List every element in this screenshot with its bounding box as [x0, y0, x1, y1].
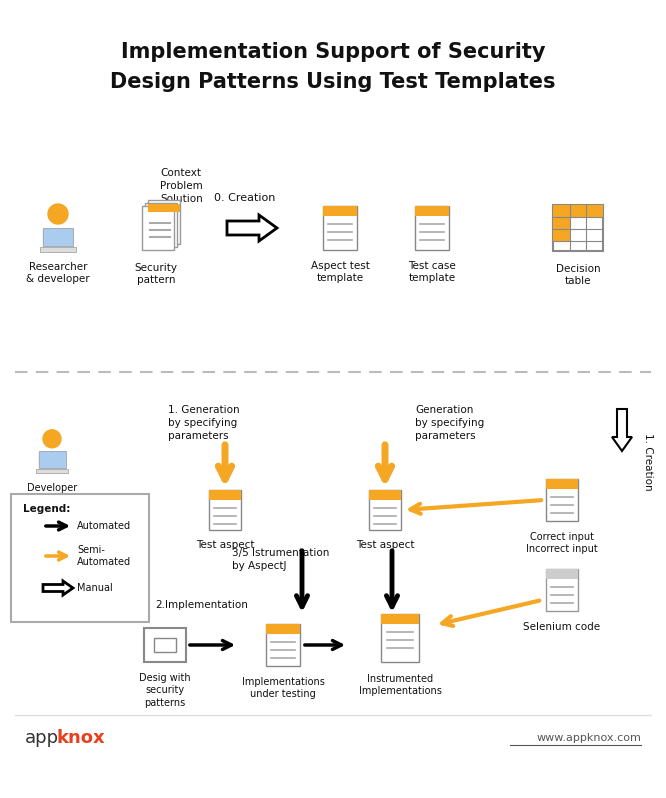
Text: Legend:: Legend:: [23, 504, 71, 514]
Bar: [553, 217, 569, 229]
FancyBboxPatch shape: [546, 569, 578, 611]
FancyBboxPatch shape: [148, 200, 180, 244]
Text: Automated: Automated: [77, 521, 131, 531]
Bar: [266, 624, 300, 634]
Text: 1. Generation
by specifying
parameters: 1. Generation by specifying parameters: [168, 405, 240, 441]
Text: 3/5 Istrumentation
by AspectJ: 3/5 Istrumentation by AspectJ: [232, 548, 330, 571]
Polygon shape: [43, 581, 73, 595]
FancyBboxPatch shape: [142, 206, 174, 250]
Text: Test aspect: Test aspect: [356, 540, 414, 550]
Bar: [553, 229, 569, 241]
Polygon shape: [612, 409, 632, 451]
Text: Instrumented
Implementations: Instrumented Implementations: [358, 674, 442, 697]
FancyBboxPatch shape: [145, 203, 177, 247]
Text: 1. Creation: 1. Creation: [643, 433, 653, 491]
FancyBboxPatch shape: [553, 205, 603, 251]
Circle shape: [43, 430, 61, 448]
Text: Generation
by specifying
parameters: Generation by specifying parameters: [415, 405, 484, 441]
Text: Implementations
under testing: Implementations under testing: [242, 677, 324, 699]
Bar: [37, 452, 67, 471]
Text: Researcher
& developer: Researcher & developer: [26, 262, 90, 283]
Text: Test case
template: Test case template: [408, 261, 456, 282]
FancyBboxPatch shape: [144, 628, 186, 662]
FancyBboxPatch shape: [546, 479, 578, 521]
Bar: [553, 205, 603, 217]
Text: Desig with
security
patterns: Desig with security patterns: [139, 673, 191, 708]
Bar: [40, 247, 76, 252]
Bar: [209, 490, 241, 500]
Circle shape: [48, 204, 68, 224]
Bar: [39, 452, 65, 468]
Bar: [415, 206, 449, 216]
FancyBboxPatch shape: [209, 490, 241, 530]
FancyBboxPatch shape: [415, 206, 449, 250]
Bar: [323, 206, 357, 216]
FancyBboxPatch shape: [266, 624, 300, 666]
Bar: [369, 490, 401, 500]
Text: Implementation Support of Security: Implementation Support of Security: [121, 42, 545, 62]
Bar: [546, 479, 578, 489]
FancyBboxPatch shape: [323, 206, 357, 250]
Bar: [42, 228, 74, 250]
Bar: [148, 204, 180, 212]
Text: Developer
with support
of TESEM: Developer with support of TESEM: [21, 483, 83, 518]
Text: Semi-
Automated: Semi- Automated: [77, 545, 131, 567]
Text: www.appknox.com: www.appknox.com: [536, 733, 641, 743]
Text: app: app: [25, 729, 59, 747]
Bar: [43, 228, 73, 246]
Text: Decision
table: Decision table: [555, 264, 600, 286]
Text: Security
pattern: Security pattern: [135, 263, 178, 285]
FancyBboxPatch shape: [11, 494, 149, 622]
Text: Selenium code: Selenium code: [523, 622, 601, 632]
Bar: [381, 614, 419, 624]
Polygon shape: [227, 215, 277, 241]
Text: Aspect test
template: Aspect test template: [310, 261, 370, 282]
Text: Correct input
Incorrect input: Correct input Incorrect input: [526, 532, 598, 555]
Bar: [36, 468, 68, 473]
FancyBboxPatch shape: [381, 614, 419, 662]
FancyBboxPatch shape: [154, 638, 176, 652]
Bar: [546, 569, 578, 579]
FancyBboxPatch shape: [369, 490, 401, 530]
Text: Test aspect: Test aspect: [196, 540, 254, 550]
Text: Context
Problem
Solution: Context Problem Solution: [160, 168, 202, 204]
Text: Design Patterns Using Test Templates: Design Patterns Using Test Templates: [111, 72, 555, 92]
Text: Manual: Manual: [77, 583, 113, 593]
Text: 0. Creation: 0. Creation: [214, 193, 275, 203]
Text: knox: knox: [57, 729, 106, 747]
Text: 2.Implementation: 2.Implementation: [155, 600, 248, 610]
